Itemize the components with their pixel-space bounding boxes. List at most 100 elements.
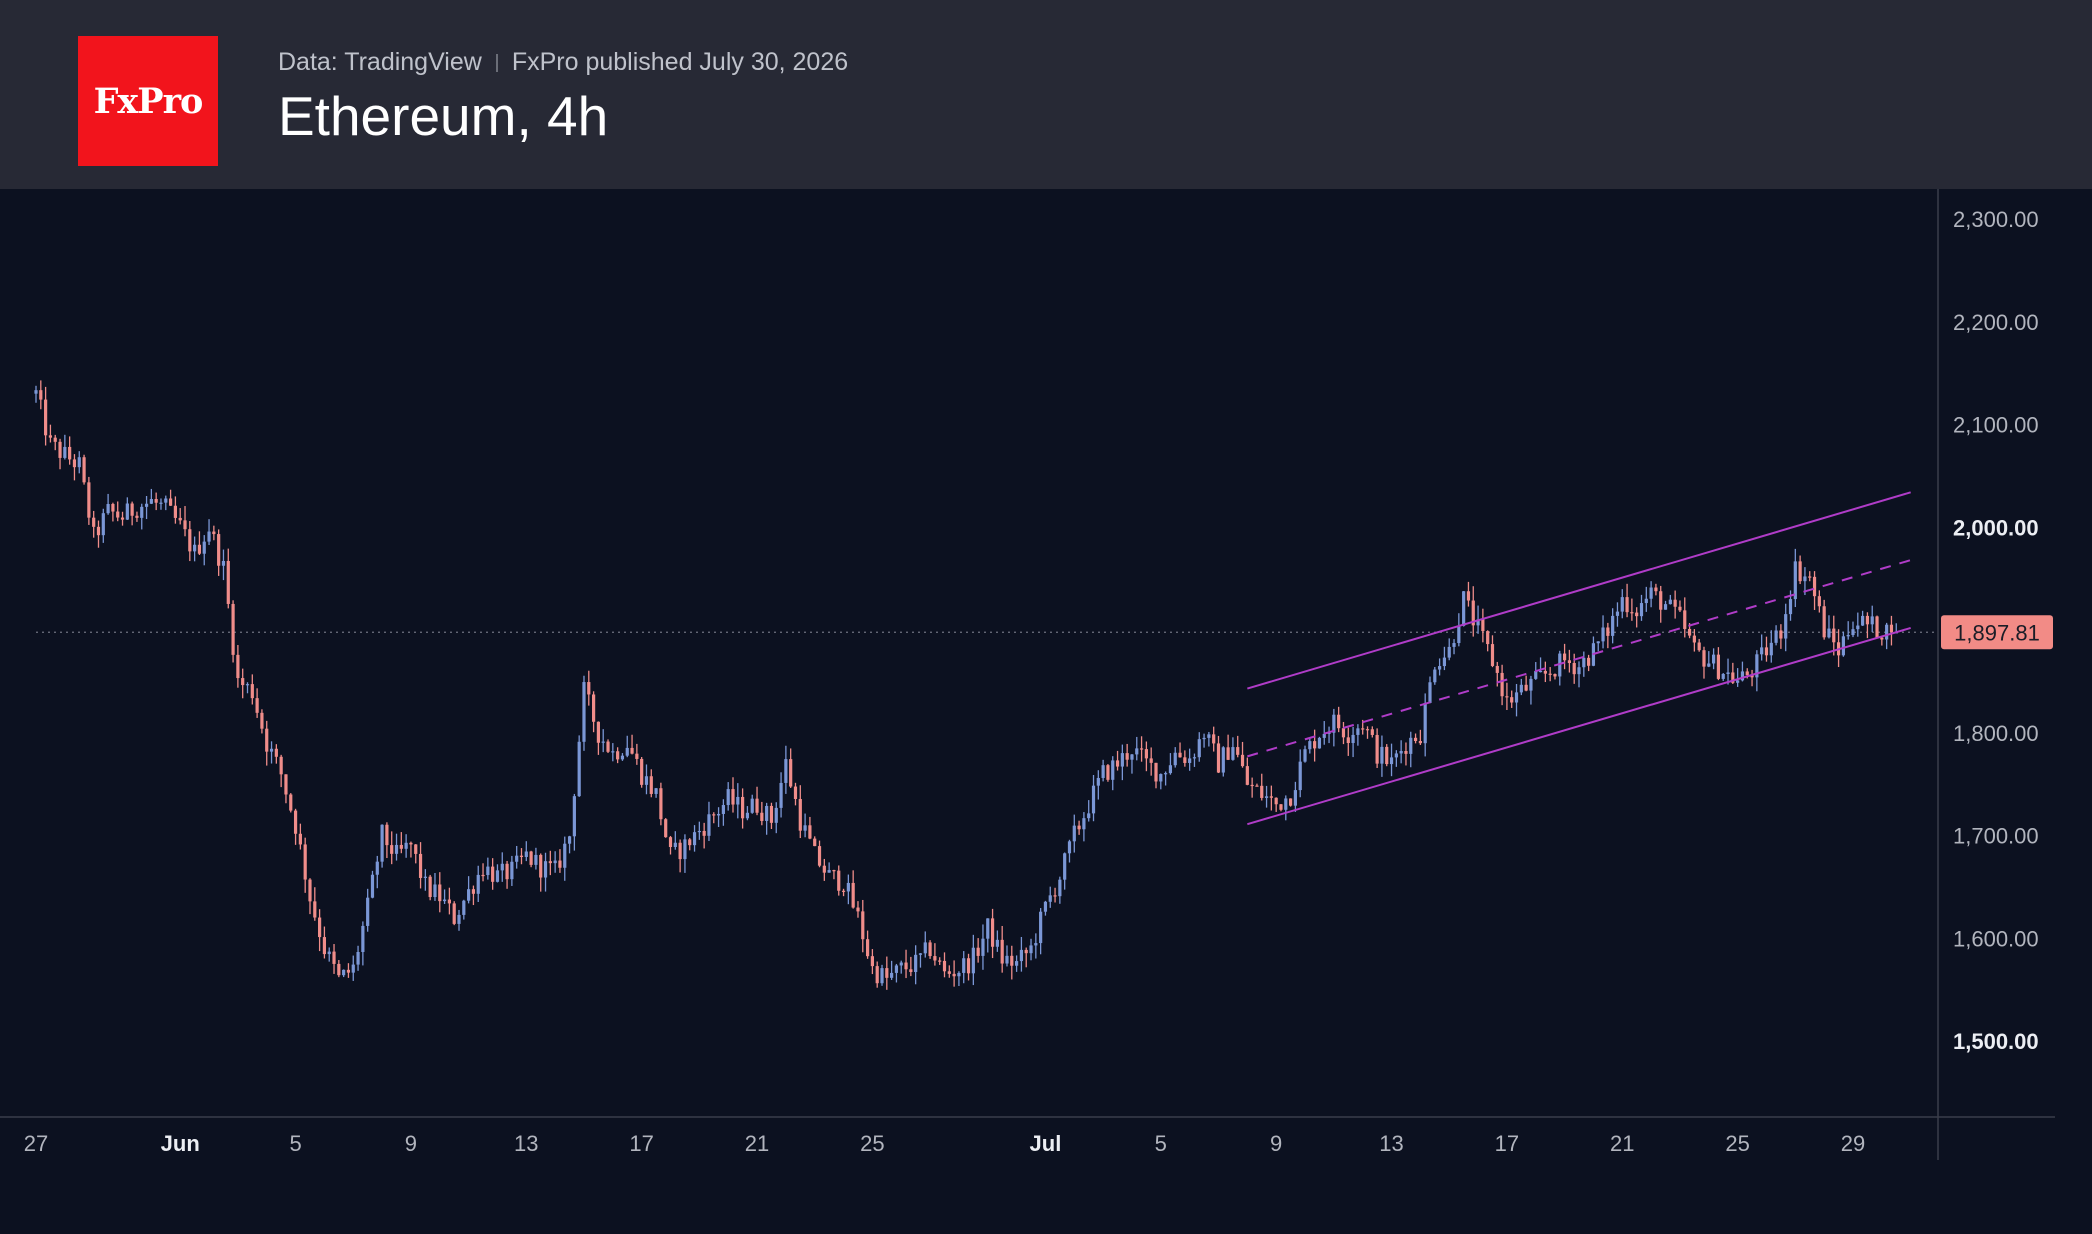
candle-body	[567, 836, 572, 844]
candle-body	[274, 748, 278, 757]
candle-body	[457, 914, 461, 924]
candle-body	[755, 798, 759, 813]
candle-body	[1827, 628, 1831, 638]
candle-body	[342, 969, 346, 976]
candle-body	[1389, 757, 1394, 765]
candle-body	[1385, 746, 1389, 765]
candle-body	[1164, 773, 1168, 775]
candle-body	[1029, 945, 1033, 954]
candle-body	[1889, 624, 1894, 633]
candle-body	[851, 882, 855, 908]
candle-body	[870, 956, 874, 967]
candle-body	[1856, 625, 1860, 630]
candle-body	[202, 541, 206, 554]
candle-body	[678, 842, 682, 860]
candle-body	[745, 812, 750, 819]
time-tick-label: 13	[514, 1131, 538, 1156]
candle-body	[356, 952, 360, 965]
candle-body	[1130, 754, 1134, 760]
candle-body	[1043, 901, 1048, 912]
candle-body	[178, 517, 182, 521]
time-tick-label: 29	[1841, 1131, 1865, 1156]
candle-body	[255, 698, 259, 713]
candle-body	[197, 544, 202, 554]
candle-body	[1452, 643, 1456, 647]
last-price-badge	[1941, 615, 2053, 650]
candle-body	[1812, 576, 1817, 597]
candle-body	[1596, 641, 1600, 644]
candle-body	[1447, 646, 1451, 658]
candle-body	[1663, 604, 1668, 610]
candle-body	[1481, 619, 1485, 632]
candle-body	[1115, 760, 1120, 767]
candle-body	[1534, 671, 1538, 679]
candle-body	[1870, 616, 1874, 625]
candle-body	[1567, 660, 1571, 664]
candle-body	[1231, 747, 1235, 760]
candle-body	[1442, 657, 1447, 667]
candle-body	[414, 844, 418, 854]
candle-body	[438, 884, 442, 902]
candle-body	[404, 842, 408, 849]
candle-body	[1524, 684, 1528, 691]
candle-body	[880, 968, 884, 984]
candle-body	[394, 844, 399, 854]
candle-body	[351, 964, 355, 973]
candle-body	[861, 911, 865, 940]
candle-body	[1178, 752, 1182, 758]
candle-body	[1841, 636, 1845, 656]
candle-body	[1500, 672, 1504, 697]
time-axis[interactable]: 27 Jun 5 9 13 17 21 25 Jul 5 9 13 17 21 25 29	[24, 1131, 1865, 1156]
candle-body	[1365, 729, 1370, 731]
candle-body	[87, 482, 91, 518]
candle-body	[1692, 635, 1696, 643]
candle-body	[914, 954, 918, 973]
candle-body	[553, 860, 557, 864]
price-chart[interactable]: 2,300.00 2,200.00 2,100.00 2,000.00 1,800.00…	[0, 189, 2092, 1234]
time-tick-label: 25	[860, 1131, 884, 1156]
candle-body	[1226, 747, 1230, 760]
candle-body	[58, 441, 62, 458]
candle-body	[1620, 597, 1624, 612]
candle-body	[159, 502, 163, 504]
candle-body	[1356, 728, 1360, 735]
candle-body	[1803, 576, 1807, 582]
candle-body	[837, 870, 841, 891]
candle-body	[1740, 671, 1745, 681]
candle-body	[515, 855, 519, 862]
candle-body	[1731, 672, 1735, 683]
time-tick-label: 13	[1379, 1131, 1403, 1156]
price-axis[interactable]: 2,300.00 2,200.00 2,100.00 2,000.00 1,800.00…	[1953, 207, 2039, 1054]
candle-body	[817, 846, 822, 866]
candle-body	[149, 499, 153, 504]
candle-body	[702, 830, 706, 836]
published-date: FxPro published July 30, 2026	[511, 48, 849, 76]
candle-body	[841, 890, 846, 892]
candle-body	[236, 654, 240, 679]
candle-body	[1625, 597, 1629, 613]
candle-body	[1716, 654, 1721, 679]
candle-body	[539, 854, 543, 878]
candle-body	[1274, 797, 1278, 805]
candle-body	[510, 861, 514, 880]
candle-body	[1053, 895, 1057, 897]
candle-body	[1601, 627, 1605, 642]
candle-body	[769, 805, 774, 823]
candle-body	[1726, 672, 1730, 674]
candle-body	[303, 844, 307, 880]
candle-body	[1303, 749, 1307, 762]
candle-body	[1000, 939, 1004, 964]
candle-body	[1279, 804, 1283, 810]
time-tick-label: 5	[1155, 1131, 1167, 1156]
candle-body	[1106, 765, 1110, 780]
candle-body	[361, 925, 365, 953]
candle-body	[582, 682, 586, 742]
price-channel[interactable]	[1247, 491, 1911, 826]
candle-body	[644, 776, 649, 785]
candle-body	[827, 870, 831, 873]
candle-body	[1832, 628, 1836, 643]
candle-body	[1380, 746, 1384, 764]
candle-body	[928, 942, 932, 957]
candle-body	[1712, 654, 1716, 664]
candle-body	[1798, 561, 1802, 582]
